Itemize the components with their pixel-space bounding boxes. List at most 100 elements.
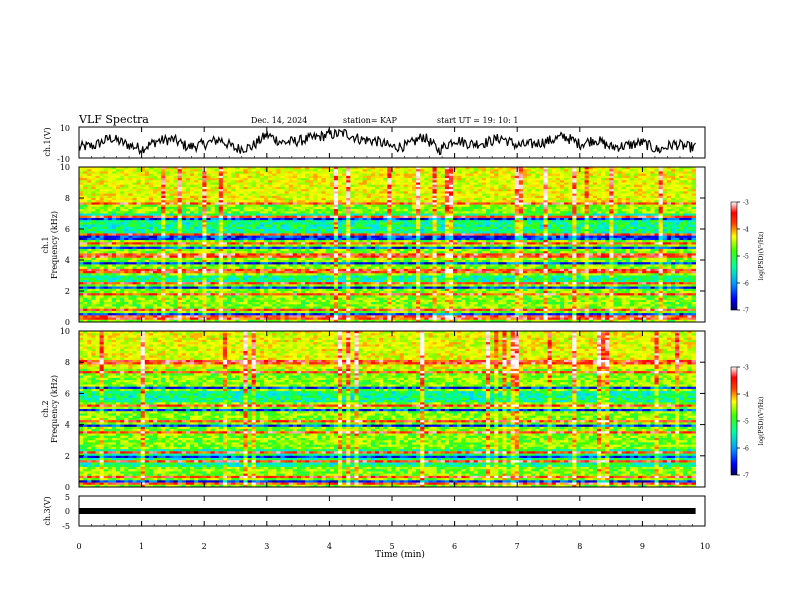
spectrogram-cell: [383, 178, 388, 181]
spectrogram-cell: [91, 202, 96, 206]
spectrogram-cell: [551, 169, 557, 172]
spectrogram-cell: [161, 200, 166, 203]
spectrogram-cell: [481, 175, 487, 179]
spectrogram-cell: [91, 195, 96, 199]
spectrogram-cell: [124, 231, 129, 234]
spectrogram-cell: [136, 178, 142, 181]
spectrogram-cell: [391, 231, 396, 234]
spectrogram-cell: [465, 224, 470, 228]
spectrogram-cell: [473, 202, 479, 206]
spectrogram-cell: [346, 215, 351, 219]
spectrogram-cell: [259, 178, 265, 181]
spectrogram-cell: [111, 211, 117, 214]
spectrogram-cell: [140, 237, 146, 241]
spectrogram-cell: [580, 180, 586, 183]
spectrogram-cell: [609, 231, 614, 234]
spectrogram-cell: [469, 167, 475, 170]
spectrogram-cell: [679, 235, 684, 239]
spectrogram-cell: [346, 167, 351, 170]
spectrogram-cell: [309, 175, 314, 179]
spectrogram-cell: [399, 178, 405, 181]
spectrogram-cell: [440, 211, 446, 214]
spectrogram-cell: [95, 195, 100, 199]
spectrogram-cell: [177, 204, 183, 208]
spectrogram-cell: [202, 235, 207, 239]
spectrogram-cell: [226, 224, 232, 228]
spectrogram-cell: [346, 206, 351, 210]
spectrogram-cell: [473, 180, 479, 183]
spectrogram-cell: [251, 175, 257, 179]
spectrogram-cell: [313, 175, 318, 179]
spectrogram-cell: [465, 209, 470, 212]
spectrogram-cell: [420, 171, 425, 175]
spectrogram-cell: [165, 237, 170, 241]
spectrogram-cell: [165, 195, 170, 199]
spectrogram-cell: [399, 167, 405, 170]
spectrogram-cell: [239, 213, 244, 217]
spectrogram-cell: [346, 209, 351, 212]
spectrogram-cell: [403, 231, 409, 234]
spectrogram-cell: [284, 169, 290, 172]
spectrogram-cell: [387, 235, 392, 239]
spectrogram-cell: [588, 169, 594, 172]
spectrogram-cell: [465, 175, 470, 179]
spectrogram-cell: [346, 195, 351, 199]
spectrogram-cell: [675, 198, 680, 201]
spectrogram-cell: [91, 233, 96, 237]
spectrogram-cell: [132, 200, 137, 203]
spectrogram-cell: [535, 186, 540, 190]
spectrogram-cell: [498, 224, 503, 228]
spectrogram-cell: [103, 224, 109, 228]
spectrogram-cell: [226, 175, 232, 179]
spectrogram-cell: [646, 184, 651, 188]
spectrogram-cell: [91, 231, 96, 234]
spectrogram-cell: [309, 186, 314, 190]
spectrogram-cell: [169, 211, 174, 214]
spectrogram-cell: [428, 178, 433, 181]
spectrogram-cell: [428, 211, 433, 214]
spectrogram-cell: [300, 202, 306, 206]
spectrogram-cell: [379, 220, 384, 223]
spectrogram-cell: [494, 189, 499, 192]
spectrogram-cell: [99, 213, 105, 217]
spectrogram-cell: [490, 182, 495, 186]
spectrogram-cell: [235, 193, 240, 197]
spectrogram-cell: [448, 191, 454, 194]
spectrogram-cell: [284, 171, 290, 175]
spectrogram-cell: [111, 178, 117, 181]
spectrogram-cell: [337, 198, 343, 201]
spectrogram-cell: [83, 231, 88, 234]
spectrogram-cell: [522, 206, 528, 210]
spectrogram-cell: [518, 191, 524, 194]
spectrogram-cell: [522, 235, 528, 239]
spectrogram-cell: [333, 175, 339, 179]
spectrogram-cell: [157, 215, 162, 219]
spectrogram-cell: [494, 235, 499, 239]
spectrogram-cell: [173, 182, 179, 186]
spectrogram-cell: [239, 226, 244, 230]
spectrogram-cell: [572, 204, 577, 208]
spectrogram-cell: [313, 222, 318, 225]
spectrogram-cell: [510, 182, 516, 186]
spectrogram-cell: [185, 169, 191, 172]
spectrogram-cell: [395, 222, 401, 225]
spectrogram-cell: [494, 167, 499, 170]
spectrogram-cell: [494, 202, 499, 206]
spectrogram-cell: [210, 171, 216, 175]
spectrogram-cell: [416, 195, 421, 199]
spectrogram-cell: [494, 224, 499, 228]
spectrogram-cell: [424, 193, 429, 197]
spectrogram-cell: [263, 204, 269, 208]
spectrogram-cell: [535, 213, 540, 217]
spectrogram-cell: [613, 217, 618, 221]
spectrogram-cell: [218, 202, 224, 206]
spectrogram-cell: [309, 202, 314, 206]
spectrogram-cell: [116, 237, 121, 241]
spectrogram-cell: [555, 193, 561, 197]
spectrogram-cell: [633, 211, 639, 214]
spectrogram-cell: [411, 200, 417, 203]
spectrogram-cell: [350, 198, 355, 201]
spectrogram-cell: [152, 182, 158, 186]
spectrogram-cell: [214, 233, 220, 237]
spectrogram-cell: [87, 191, 92, 194]
